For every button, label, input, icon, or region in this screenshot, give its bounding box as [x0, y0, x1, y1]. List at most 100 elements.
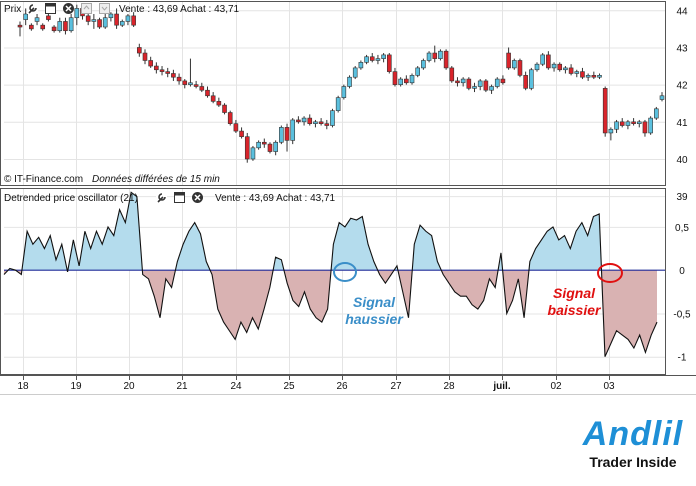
candle-down	[506, 52, 511, 69]
sell-signal-circle	[597, 263, 623, 283]
candle-up	[301, 117, 307, 123]
candle-up	[364, 56, 369, 63]
export-icon[interactable]	[81, 3, 92, 14]
x-tick-label: juil.	[492, 381, 510, 392]
candle-down	[131, 15, 136, 26]
wrench-icon[interactable]	[156, 192, 167, 203]
oscillator-panel-frame	[0, 188, 666, 375]
candle-down	[642, 121, 648, 134]
x-tick-label: 25	[283, 381, 295, 392]
candle-up	[511, 60, 517, 69]
buy-signal-line1: Signal	[353, 294, 396, 310]
candle-up	[477, 80, 483, 87]
oscillator-positive-area	[412, 225, 442, 271]
candle-down	[46, 15, 51, 20]
candle-down	[222, 104, 227, 113]
sell-signal-line1: Signal	[553, 285, 596, 301]
candle-down	[483, 80, 489, 91]
candle-down	[63, 21, 68, 32]
price-tick-label: 39	[676, 192, 688, 203]
candlestick-series	[17, 4, 665, 163]
save-icon[interactable]	[99, 3, 110, 14]
price-tick-label: 41	[676, 118, 688, 129]
candle-down	[580, 71, 585, 78]
oscillator-area	[3, 191, 665, 357]
candle-up	[534, 63, 540, 71]
candle-up	[279, 127, 284, 143]
candle-up	[313, 121, 318, 124]
candle-down	[176, 76, 182, 82]
candle-up	[460, 78, 466, 84]
candle-down	[210, 95, 216, 102]
candle-up	[614, 121, 619, 130]
candle-down	[85, 15, 91, 22]
price-grid	[4, 2, 665, 198]
candle-down	[631, 121, 636, 124]
oscillator-negative-area	[210, 270, 274, 340]
x-tick-label: 20	[123, 381, 135, 392]
candle-down	[392, 71, 398, 85]
candle-down	[97, 19, 102, 28]
candle-up	[659, 95, 665, 100]
candle-down	[432, 52, 438, 59]
candle-down	[386, 54, 392, 72]
window-icon[interactable]	[174, 192, 185, 203]
candle-down	[369, 56, 375, 61]
price-tick-label: 40	[676, 155, 688, 166]
candle-down	[216, 101, 222, 106]
oscillator-negative-area	[601, 270, 657, 357]
candle-down	[568, 67, 574, 74]
candle-down	[148, 60, 153, 67]
candle-down	[443, 50, 449, 69]
price-tick-label: 42	[676, 81, 688, 92]
oscillator-negative-area	[377, 270, 395, 284]
close-icon[interactable]	[192, 192, 203, 203]
candle-down	[233, 123, 239, 132]
candle-down	[619, 121, 625, 126]
oscillator-panel-quote: Vente : 43,69 Achat : 43,71	[215, 193, 336, 204]
oscillator-positive-area	[67, 192, 143, 271]
candle-up	[102, 17, 108, 28]
oscillator-positive-area	[175, 222, 211, 271]
candle-up	[108, 13, 114, 19]
window-icon[interactable]	[45, 3, 56, 14]
candle-down	[40, 24, 46, 30]
candle-down	[557, 63, 563, 71]
candle-up	[57, 21, 63, 32]
oscillator-line	[3, 191, 658, 357]
candle-up	[341, 86, 347, 98]
candle-down	[171, 73, 176, 78]
candle-up	[352, 67, 358, 78]
oscillator-tick-label: -1	[678, 353, 687, 364]
candle-up	[563, 67, 568, 71]
oscillator-negative-area	[397, 270, 413, 318]
candle-down	[227, 112, 233, 124]
candle-up	[585, 75, 591, 78]
oscillator-negative-area	[142, 270, 176, 318]
candle-down	[29, 24, 34, 30]
price-panel-label: Prix	[4, 4, 21, 15]
candle-up	[654, 108, 659, 119]
candle-down	[307, 117, 313, 124]
price-tick-label: 43	[676, 43, 688, 54]
buy-signal-circle	[333, 262, 357, 282]
candle-down	[51, 26, 57, 32]
close-icon[interactable]	[63, 3, 74, 14]
oscillator-panel-label: Detrended price oscillator (21)	[4, 193, 138, 204]
oscillator-tick-label: -0,5	[673, 309, 691, 320]
oscillator-y-ticks: 0,5 0 -0,5 -1	[673, 223, 691, 364]
wrench-icon[interactable]	[27, 3, 38, 14]
x-tick-label: 19	[70, 381, 82, 392]
candle-down	[404, 78, 409, 84]
candle-down	[466, 78, 472, 89]
candle-down	[262, 141, 267, 145]
buy-signal-line2: haussier	[345, 311, 404, 327]
candle-down	[244, 136, 250, 160]
candle-down	[142, 52, 148, 61]
x-tick-label: 28	[443, 381, 455, 392]
candle-down	[114, 13, 119, 26]
x-tick-label: 03	[603, 381, 615, 392]
candle-up	[540, 54, 545, 65]
candle-down	[239, 130, 244, 137]
candle-up	[91, 19, 97, 22]
